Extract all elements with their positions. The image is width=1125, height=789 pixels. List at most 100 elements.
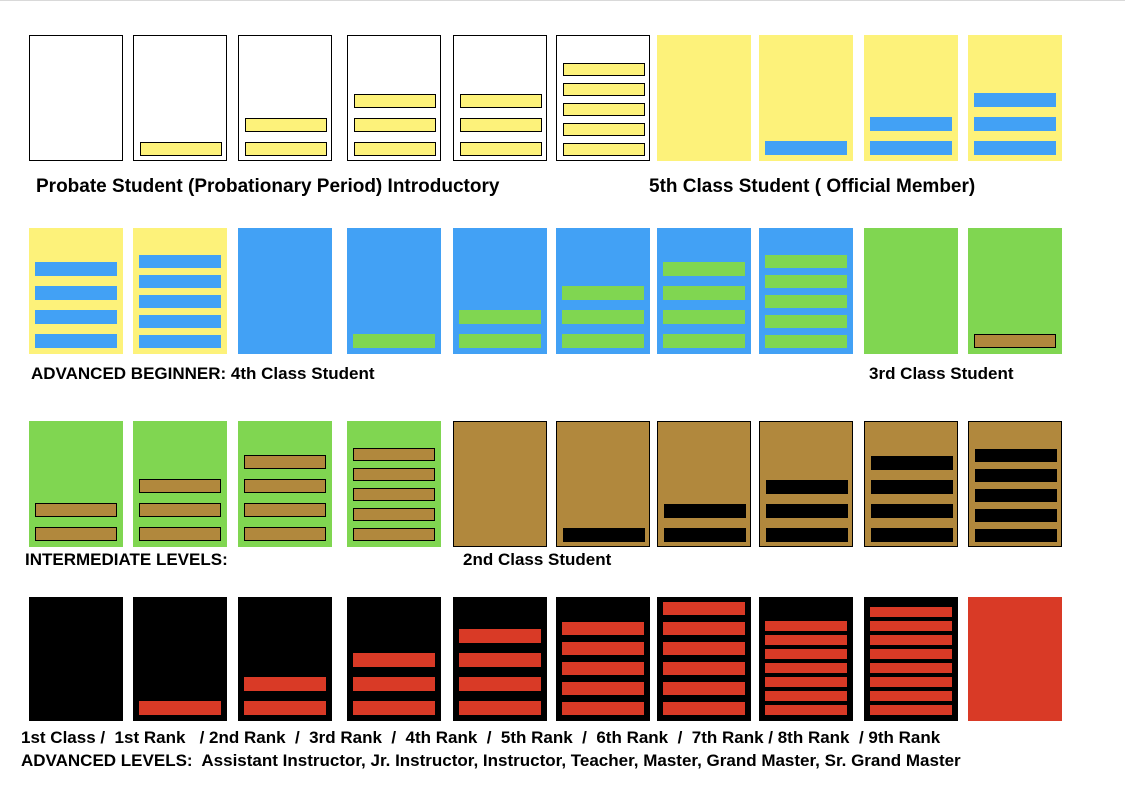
rank-stripe: [35, 334, 117, 348]
sash-card: [347, 228, 441, 354]
sash-card: [968, 421, 1062, 547]
rank-stripe: [139, 527, 221, 541]
rank-stripe: [870, 117, 952, 131]
rank-stripe: [562, 286, 644, 300]
rank-stripe: [765, 705, 847, 715]
sash-card: [759, 35, 853, 161]
rank-stripe: [354, 142, 436, 156]
rank-stripe: [139, 275, 221, 288]
rank-stripe: [766, 528, 848, 542]
sash-card: [238, 35, 332, 161]
sash-card: [759, 421, 853, 547]
rank-stripe: [663, 310, 745, 324]
rank-stripe: [35, 527, 117, 541]
top-divider: [0, 0, 1125, 1]
rank-stripe: [765, 677, 847, 687]
rank-stripe: [460, 94, 542, 108]
rank-stripe: [765, 141, 847, 155]
sash-card: [453, 421, 547, 547]
rank-stripe: [664, 504, 746, 518]
rank-stripe: [353, 701, 435, 715]
rank-stripe: [870, 621, 952, 631]
rank-stripe: [974, 117, 1056, 131]
sash-card: [556, 597, 650, 721]
rank-stripe: [353, 334, 435, 348]
sash-card: [133, 597, 227, 721]
label-probate: Probate Student (Probationary Period) In…: [36, 176, 500, 197]
rank-stripe: [975, 529, 1057, 542]
sash-card: [968, 35, 1062, 161]
rank-stripe: [765, 649, 847, 659]
sash-card: [453, 597, 547, 721]
rank-stripe: [663, 286, 745, 300]
rank-stripe: [244, 479, 326, 493]
sash-card: [657, 421, 751, 547]
label-advanced-levels: ADVANCED LEVELS: Assistant Instructor, J…: [21, 751, 961, 770]
rank-stripe: [870, 691, 952, 701]
rank-stripe: [139, 701, 221, 715]
sash-card: [968, 597, 1062, 721]
rank-stripe: [459, 653, 541, 667]
sash-card: [29, 35, 123, 161]
sash-card: [556, 228, 650, 354]
rank-stripe: [244, 527, 326, 541]
rank-stripe: [974, 141, 1056, 155]
rank-stripe: [765, 335, 847, 348]
sash-card: [133, 228, 227, 354]
rank-stripe: [139, 479, 221, 493]
sash-card: [347, 597, 441, 721]
rank-stripe: [870, 677, 952, 687]
rank-stripe: [765, 295, 847, 308]
rank-stripe: [765, 275, 847, 288]
rank-stripe: [353, 508, 435, 521]
rank-stripe: [871, 528, 953, 542]
sash-card: [759, 597, 853, 721]
sash-card: [453, 228, 547, 354]
rank-stripe: [353, 528, 435, 541]
sash-card: [133, 35, 227, 161]
rank-stripe: [35, 262, 117, 276]
rank-stripe: [353, 448, 435, 461]
rank-stripe: [974, 334, 1056, 348]
rank-stripe: [562, 662, 644, 675]
rank-stripe: [765, 635, 847, 645]
rank-stripe: [663, 622, 745, 635]
rank-stripe: [459, 629, 541, 643]
rank-stripe: [765, 255, 847, 268]
rank-stripe: [562, 310, 644, 324]
rank-stripe: [871, 480, 953, 494]
rank-stripe: [459, 334, 541, 348]
rank-stripe: [663, 602, 745, 615]
rank-stripe: [663, 334, 745, 348]
rank-stripe: [354, 118, 436, 132]
rank-stripe: [975, 489, 1057, 502]
rank-stripe: [139, 503, 221, 517]
sash-card: [556, 35, 650, 161]
rank-stripe: [766, 504, 848, 518]
rank-stripe: [974, 93, 1056, 107]
sash-card: [657, 228, 751, 354]
sash-card: [864, 421, 958, 547]
rank-stripe: [139, 255, 221, 268]
label-advanced-beginner: ADVANCED BEGINNER: 4th Class Student: [31, 364, 375, 383]
rank-stripe: [139, 295, 221, 308]
sash-card: [238, 421, 332, 547]
rank-stripe: [139, 315, 221, 328]
rank-stripe: [563, 63, 645, 76]
rank-stripe: [975, 449, 1057, 462]
rank-stripe: [664, 528, 746, 542]
rank-stripe: [562, 334, 644, 348]
rank-stripe: [663, 682, 745, 695]
rank-stripe: [354, 94, 436, 108]
rank-stripe: [562, 702, 644, 715]
rank-stripe: [563, 83, 645, 96]
rank-stripe: [563, 143, 645, 156]
rank-stripe: [870, 141, 952, 155]
rank-stripe: [353, 653, 435, 667]
rank-stripe: [870, 635, 952, 645]
label-fifth-class: 5th Class Student ( Official Member): [649, 176, 976, 197]
rank-stripe: [870, 649, 952, 659]
sash-card: [347, 35, 441, 161]
rank-stripe: [459, 701, 541, 715]
